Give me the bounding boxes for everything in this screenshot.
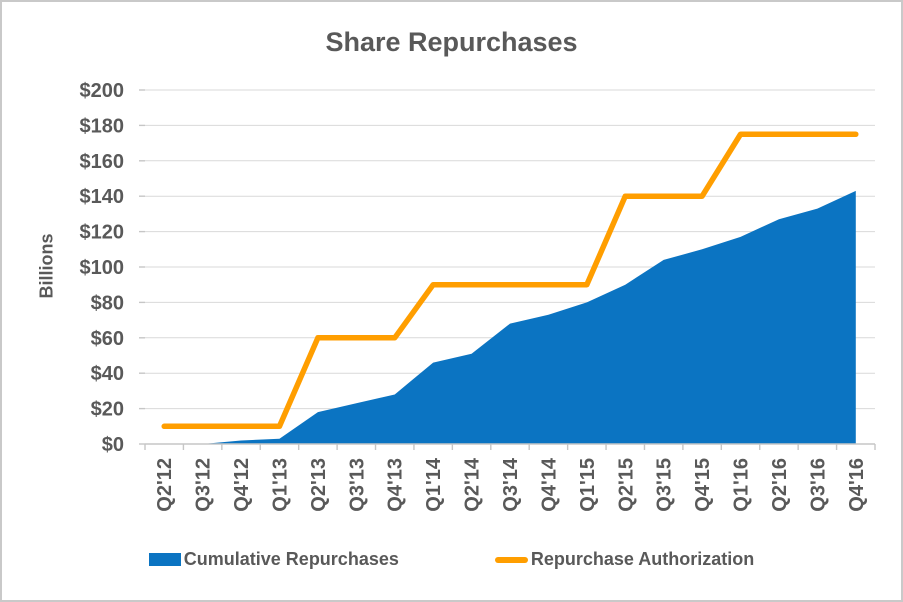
x-axis-label: Q2'15 <box>615 458 637 512</box>
x-axis-label: Q3'12 <box>193 458 215 512</box>
legend-label-cumulative-repurchases: Cumulative Repurchases <box>183 549 399 569</box>
x-axis-label: Q3'14 <box>500 457 522 512</box>
x-axis-label: Q4'12 <box>231 458 253 512</box>
x-axis-label: Q3'16 <box>807 458 829 512</box>
legend: Cumulative Repurchases Repurchase Author… <box>0 549 903 570</box>
legend-item-repurchase-authorization: Repurchase Authorization <box>494 549 755 570</box>
x-axis-label: Q1'16 <box>731 458 753 512</box>
y-axis-label: $200 <box>80 80 125 102</box>
x-axis-label: Q1'15 <box>577 458 599 512</box>
x-axis-label: Q4'15 <box>692 458 714 512</box>
x-axis-label: Q3'15 <box>654 458 676 512</box>
y-axis-label: $180 <box>80 115 125 137</box>
x-axis-label: Q2'12 <box>154 458 176 512</box>
x-axis-label: Q2'16 <box>769 458 791 512</box>
line-swatch-icon <box>494 556 528 563</box>
y-axis-label: $40 <box>91 363 124 385</box>
area-swatch-icon <box>148 553 181 566</box>
x-axis-label: Q4'14 <box>538 457 560 512</box>
x-axis-label: Q1'14 <box>423 457 445 512</box>
legend-label-repurchase-authorization: Repurchase Authorization <box>530 549 755 569</box>
y-axis-label: $20 <box>91 399 124 421</box>
y-axis-label: $140 <box>80 186 125 208</box>
x-axis-label: Q2'14 <box>462 457 484 512</box>
chart-title: Share Repurchases <box>325 27 578 57</box>
y-axis-label: $100 <box>80 257 125 279</box>
x-axis-label: Q3'13 <box>346 458 368 512</box>
legend-item-cumulative-repurchases: Cumulative Repurchases <box>148 549 399 570</box>
y-axis-label: $60 <box>91 328 124 350</box>
y-axis-label: $120 <box>80 222 125 244</box>
y-axis-label: $160 <box>80 151 125 173</box>
x-axis-label: Q1'13 <box>269 458 291 512</box>
y-axis-label: $0 <box>102 434 124 456</box>
repurchase-authorization-line <box>161 131 859 430</box>
x-axis-label: Q2'13 <box>308 458 330 512</box>
cumulative-repurchases-area <box>164 190 856 444</box>
x-axis-label: Q4'13 <box>385 458 407 512</box>
x-axis-label: Q4'16 <box>846 458 868 512</box>
y-axis-label: $80 <box>91 292 124 314</box>
